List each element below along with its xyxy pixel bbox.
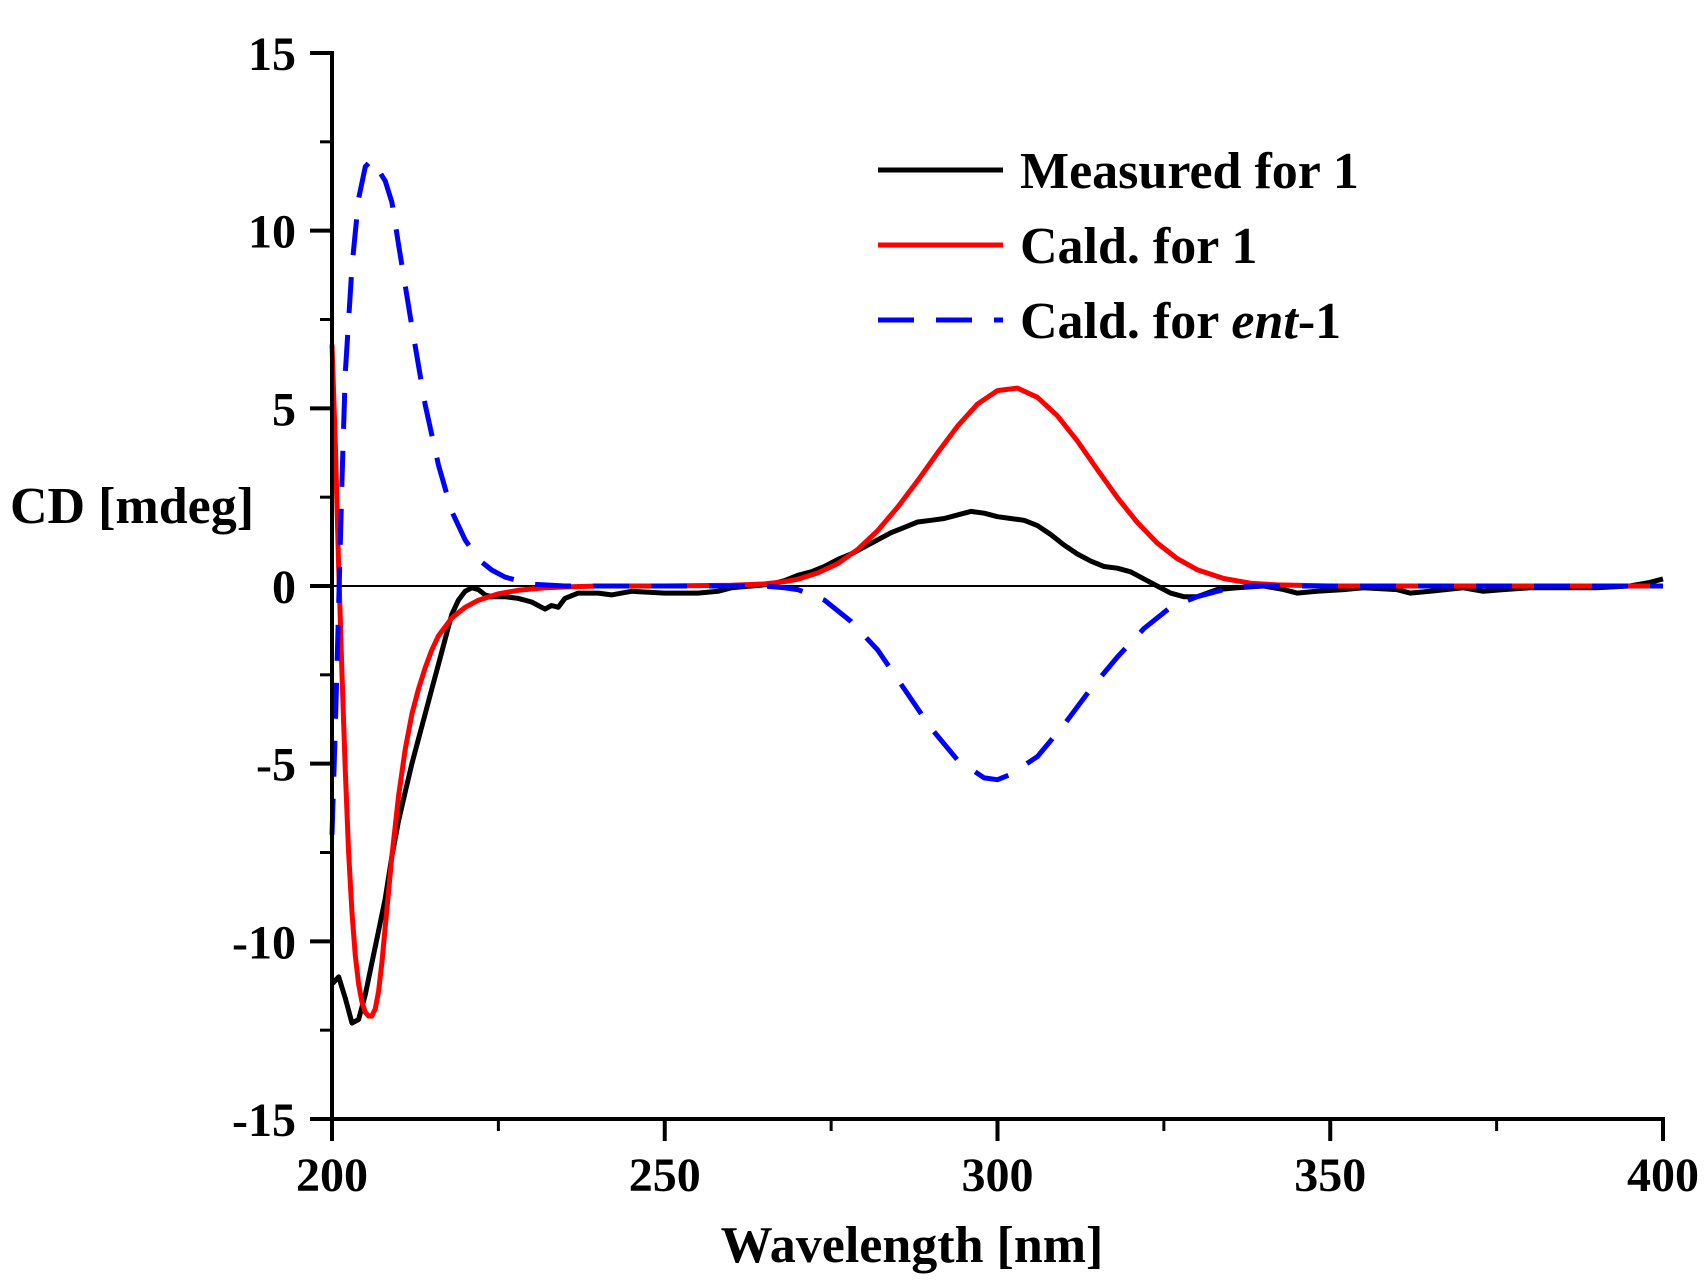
y-axis-title: CD [mdeg]	[10, 478, 254, 535]
y-tick-label: 10	[248, 206, 296, 259]
series-line-2	[329, 344, 1663, 1019]
x-tick-label: 350	[1294, 1149, 1366, 1202]
x-tick-label: 400	[1627, 1149, 1699, 1202]
x-tick-label: 250	[629, 1149, 701, 1202]
legend-label-1: Measured for 1	[1020, 143, 1359, 200]
series-line-1	[330, 508, 1664, 1026]
legend-label-3: Cald. for ent-1	[1020, 293, 1341, 350]
y-tick-label: 0	[272, 561, 296, 614]
y-tick-label: 5	[272, 383, 296, 436]
legend: Measured for 1 Cald. for 1 Cald. for ent-1	[878, 143, 1359, 350]
x-axis-title: Wavelength [nm]	[721, 1217, 1104, 1274]
y-tick-label: -5	[256, 739, 296, 792]
x-tick-label: 200	[296, 1149, 368, 1202]
x-tick-label: 300	[962, 1149, 1034, 1202]
series-line-3	[329, 157, 1663, 835]
series-group	[329, 157, 1664, 1026]
y-tick-label: -15	[232, 1094, 296, 1147]
y-tick-label: 15	[248, 28, 296, 81]
legend-label-2: Cald. for 1	[1020, 218, 1257, 275]
y-tick-label: -10	[232, 916, 296, 969]
